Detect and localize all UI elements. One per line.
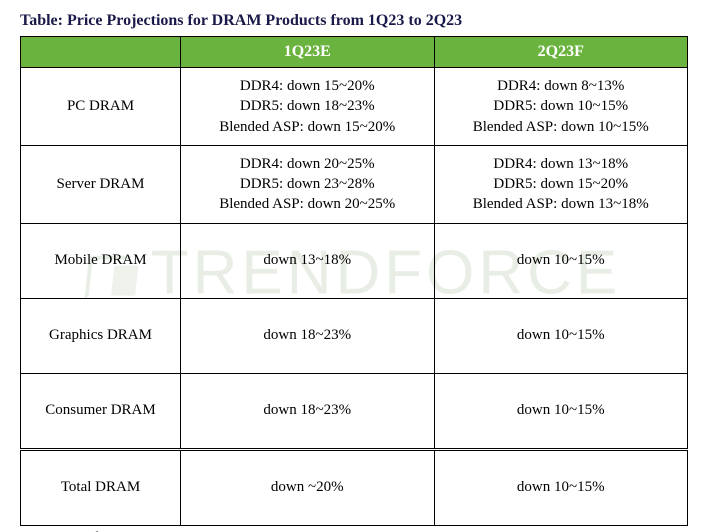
cell-q2-line: DDR5: down 10~15% — [439, 96, 684, 116]
cell-q1-line: DDR5: down 18~23% — [185, 96, 430, 116]
header-corner — [21, 37, 181, 68]
cell-q1: DDR4: down 15~20%DDR5: down 18~23%Blende… — [181, 68, 435, 146]
cell-q2: down 10~15% — [434, 223, 688, 298]
table-row: Graphics DRAM down 18~23% down 10~15% — [21, 298, 688, 373]
cell-q1-line: Blended ASP: down 20~25% — [185, 194, 430, 214]
table-title: Table: Price Projections for DRAM Produc… — [20, 12, 688, 30]
row-label-total: Total DRAM — [21, 449, 181, 525]
cell-q1-line: DDR4: down 15~20% — [185, 76, 430, 96]
cell-q1-text: down 13~18% — [263, 252, 351, 268]
cell-q2-text: down 10~15% — [517, 402, 605, 418]
row-label: PC DRAM — [21, 68, 181, 146]
row-label: Graphics DRAM — [21, 298, 181, 373]
cell-q1-text: down 18~23% — [263, 327, 351, 343]
cell-q2-line: Blended ASP: down 10~15% — [439, 117, 684, 137]
cell-q2-text: down 10~15% — [517, 252, 605, 268]
row-label: Consumer DRAM — [21, 373, 181, 449]
cell-q2: DDR4: down 13~18%DDR5: down 15~20%Blende… — [434, 145, 688, 223]
cell-q2: down 10~15% — [434, 373, 688, 449]
cell-q2-line: Blended ASP: down 13~18% — [439, 194, 684, 214]
cell-q1-line: Blended ASP: down 15~20% — [185, 117, 430, 137]
cell-q2-line: DDR4: down 13~18% — [439, 154, 684, 174]
cell-q1-text: down 18~23% — [263, 402, 351, 418]
table-row: Consumer DRAM down 18~23% down 10~15% — [21, 373, 688, 449]
cell-q1-line: DDR5: down 23~28% — [185, 174, 430, 194]
table-row: Mobile DRAM down 13~18% down 10~15% — [21, 223, 688, 298]
cell-total-q2: down 10~15% — [434, 449, 688, 525]
cell-q2-line: DDR5: down 15~20% — [439, 174, 684, 194]
table-body: PC DRAMDDR4: down 15~20%DDR5: down 18~23… — [21, 68, 688, 526]
cell-q1: DDR4: down 20~25%DDR5: down 23~28%Blende… — [181, 145, 435, 223]
table-row: PC DRAMDDR4: down 15~20%DDR5: down 18~23… — [21, 68, 688, 146]
col-header-q1: 1Q23E — [181, 37, 435, 68]
cell-q2-text: down 10~15% — [517, 327, 605, 343]
cell-q2: down 10~15% — [434, 298, 688, 373]
cell-q1: down 13~18% — [181, 223, 435, 298]
row-label: Server DRAM — [21, 145, 181, 223]
table-row-total: Total DRAMdown ~20%down 10~15% — [21, 449, 688, 525]
price-projection-table: 1Q23E 2Q23F PC DRAMDDR4: down 15~20%DDR5… — [20, 36, 688, 526]
cell-q1: down 18~23% — [181, 373, 435, 449]
cell-q2-line: DDR4: down 8~13% — [439, 76, 684, 96]
cell-q2: DDR4: down 8~13%DDR5: down 10~15%Blended… — [434, 68, 688, 146]
cell-total-q1: down ~20% — [181, 449, 435, 525]
row-label: Mobile DRAM — [21, 223, 181, 298]
col-header-q2: 2Q23F — [434, 37, 688, 68]
cell-q1: down 18~23% — [181, 298, 435, 373]
cell-q1-line: DDR4: down 20~25% — [185, 154, 430, 174]
table-row: Server DRAMDDR4: down 20~25%DDR5: down 2… — [21, 145, 688, 223]
